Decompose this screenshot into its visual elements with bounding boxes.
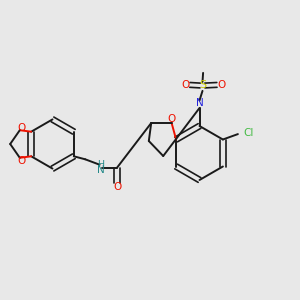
Text: Cl: Cl — [243, 128, 254, 138]
Text: O: O — [113, 182, 121, 192]
Text: N: N — [196, 98, 203, 108]
Text: H: H — [97, 160, 104, 169]
Text: O: O — [217, 80, 225, 90]
Text: S: S — [200, 80, 207, 90]
Text: O: O — [17, 123, 26, 133]
Text: O: O — [182, 80, 190, 90]
Text: N: N — [97, 165, 105, 175]
Text: O: O — [167, 114, 176, 124]
Text: O: O — [17, 156, 26, 166]
